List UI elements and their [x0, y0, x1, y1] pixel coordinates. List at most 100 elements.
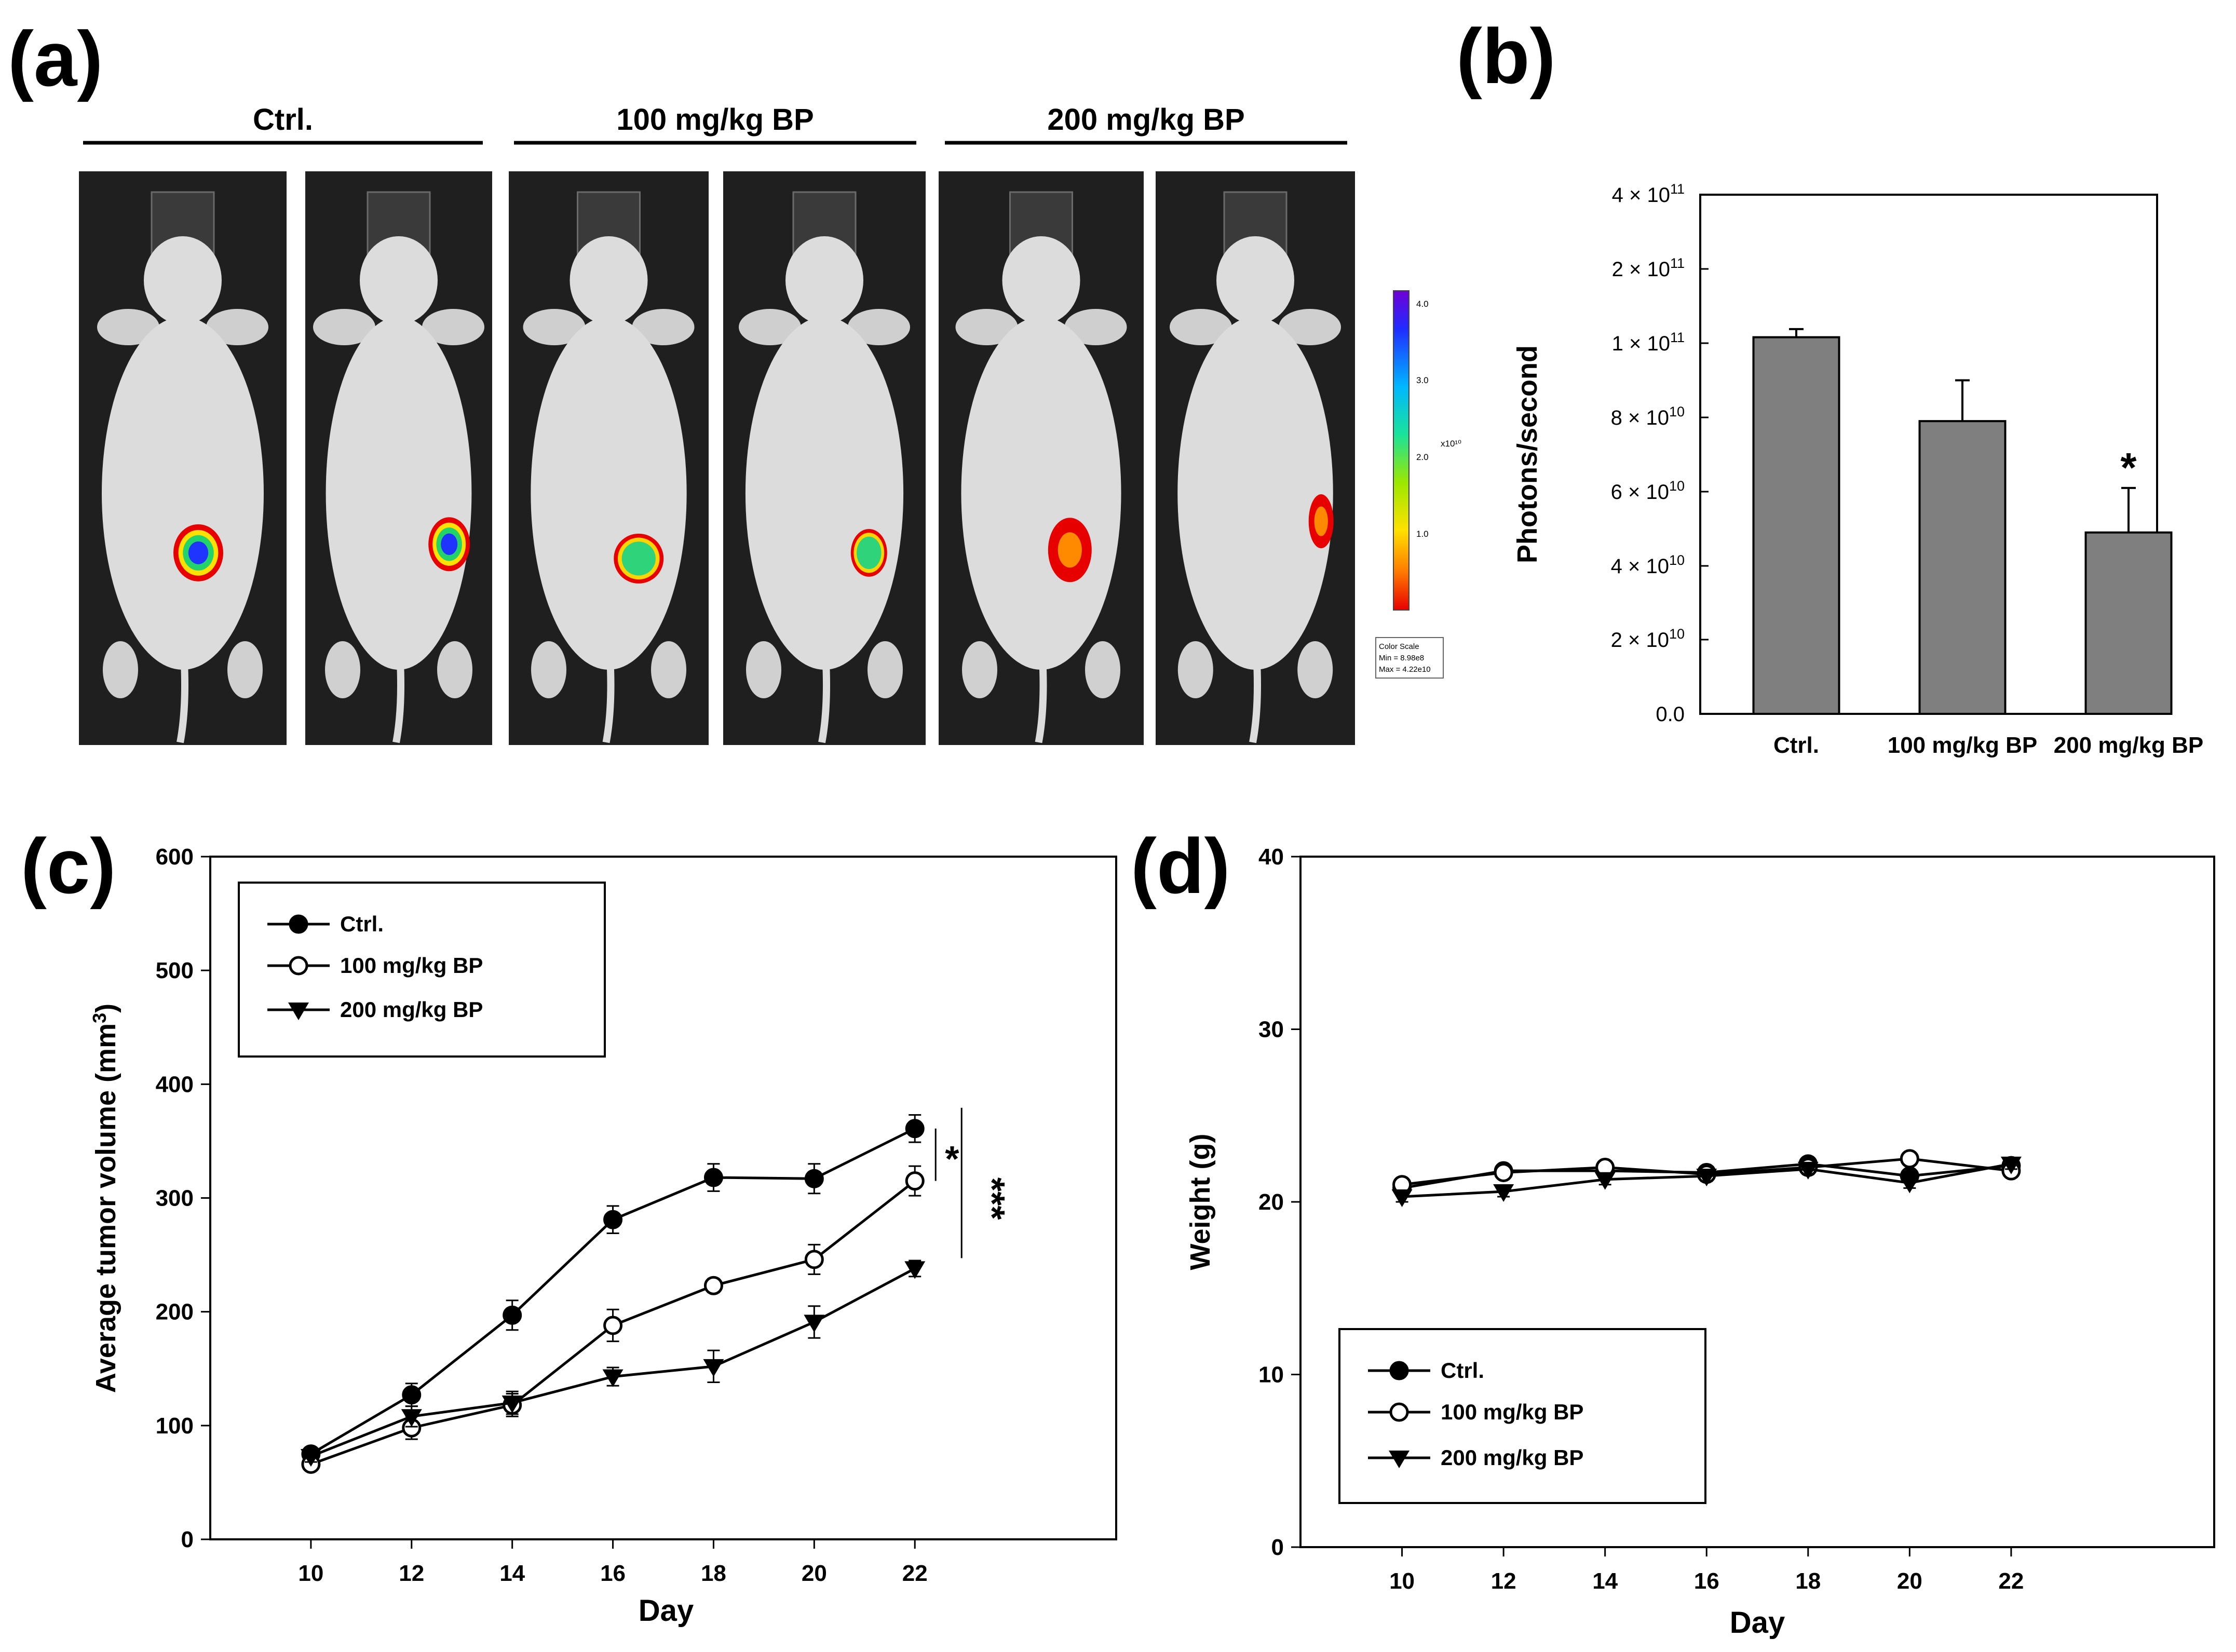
- data-point-marker: [703, 1359, 724, 1377]
- y-tick-label: 200: [156, 1299, 194, 1325]
- data-point-marker: [804, 1315, 825, 1333]
- panel-c-xlabel: Day: [639, 1594, 694, 1628]
- x-tick-label: 14: [499, 1561, 525, 1586]
- colorbar-tick-label: 2.0: [1416, 452, 1429, 462]
- y-tick-label: 4 × 1011: [1612, 181, 1685, 207]
- data-point-marker: [703, 1276, 723, 1295]
- mouse-body: [531, 317, 687, 670]
- x-category-label: Ctrl.: [1773, 733, 1819, 758]
- bar: [1918, 420, 2007, 715]
- mouse-hind-foot: [325, 641, 360, 698]
- mouse-ear: [97, 309, 159, 345]
- legend-label: 200 mg/kg BP: [340, 997, 483, 1022]
- y-tick-label: 1 × 1011: [1612, 330, 1685, 355]
- mouse-ear: [1170, 309, 1232, 345]
- y-tick-label: 40: [1258, 844, 1284, 870]
- mouse-hind-foot: [746, 641, 781, 698]
- x-tick-label: 20: [802, 1561, 827, 1586]
- mouse-hind-foot: [227, 641, 263, 698]
- data-point-marker: [804, 1169, 824, 1188]
- luminescence-signal: [441, 533, 458, 556]
- data-point-marker: [1899, 1175, 1920, 1194]
- legend-label: 100 mg/kg BP: [1441, 1400, 1583, 1424]
- legend-label: Ctrl.: [1441, 1358, 1484, 1383]
- mouse-ear: [206, 309, 268, 345]
- mouse-hind-foot: [103, 641, 138, 698]
- mouse-hind-foot: [1085, 641, 1120, 698]
- bar: [2084, 531, 2173, 715]
- data-point-marker: [1900, 1149, 1919, 1169]
- data-point-marker: [1389, 1402, 1409, 1422]
- colorbar-info-box: [1375, 637, 1444, 679]
- data-point-marker: [603, 1210, 623, 1229]
- x-tick-label: 12: [1491, 1568, 1516, 1594]
- y-tick-label: 20: [1258, 1189, 1284, 1215]
- mouse-ear: [739, 309, 801, 345]
- y-tick-label: 6 × 1010: [1611, 478, 1685, 504]
- mouse-image: [939, 171, 1144, 745]
- data-point-marker: [1391, 1189, 1413, 1208]
- mouse-image: [305, 171, 492, 745]
- colorbar-info-text: Max = 4.22e10: [1379, 665, 1431, 674]
- data-point-marker: [288, 1003, 309, 1020]
- data-point-marker: [503, 1305, 522, 1325]
- x-category-label: 200 mg/kg BP: [2054, 733, 2204, 758]
- panel-b-label: (b): [1456, 12, 1556, 100]
- data-point-marker: [1696, 1169, 1717, 1187]
- data-point-marker: [904, 1261, 926, 1279]
- data-point-marker: [502, 1396, 523, 1413]
- y-tick-label: 0: [181, 1527, 194, 1552]
- y-tick-label: 8 × 1010: [1611, 404, 1685, 429]
- y-tick-label: 400: [156, 1072, 194, 1097]
- y-tick-label: 2 × 1011: [1612, 255, 1685, 281]
- x-tick-label: 12: [399, 1561, 424, 1586]
- mouse-image: [509, 171, 709, 745]
- y-tick-label: 100: [156, 1413, 194, 1439]
- data-point-marker: [804, 1250, 824, 1269]
- data-point-marker: [289, 914, 308, 934]
- luminescence-signal: [857, 536, 882, 570]
- mouse-hind-foot: [531, 641, 566, 698]
- legend: Ctrl. 100 mg/kg BP 200 mg/kg BP: [238, 882, 606, 1058]
- data-point-marker: [603, 1316, 623, 1335]
- data-point-marker: [1389, 1451, 1410, 1468]
- panel-d-xlabel: Day: [1730, 1606, 1785, 1640]
- y-tick-label: 0.0: [1656, 703, 1685, 726]
- mouse-head: [1002, 236, 1080, 324]
- x-tick-label: 14: [1592, 1568, 1618, 1594]
- colorbar-unit: x10¹⁰: [1441, 439, 1461, 449]
- panel-b-bar-chart: (b) Photons/second 0.0 2 × 1010 4 × 1010 6 …: [1456, 12, 2203, 758]
- mouse-head: [144, 236, 222, 324]
- data-point-marker: [905, 1119, 925, 1139]
- mouse-ear: [422, 309, 484, 345]
- mouse-ear: [523, 309, 586, 345]
- colorbar-tick-label: 3.0: [1416, 375, 1429, 385]
- y-tick-label: 300: [156, 1186, 194, 1211]
- mouse-head: [570, 236, 648, 324]
- mouse-hind-foot: [1177, 641, 1213, 698]
- significance-mark: *: [945, 1139, 959, 1179]
- series-line: [310, 1127, 916, 1455]
- y-tick-label: 2 × 1010: [1611, 626, 1685, 652]
- data-point-marker: [1493, 1184, 1514, 1202]
- data-point-marker: [905, 1171, 925, 1191]
- mouse-body: [326, 317, 472, 670]
- mouse-hind-foot: [962, 641, 997, 698]
- mouse-head: [785, 236, 863, 324]
- colorbar-tick-label: 1.0: [1416, 529, 1429, 539]
- luminescence-signal: [621, 541, 656, 576]
- panel-c-ylabel: Average tumor volume (mm3): [89, 1004, 121, 1393]
- x-tick-label: 18: [701, 1561, 726, 1586]
- data-point-marker: [300, 1449, 321, 1467]
- mouse-ear: [1064, 309, 1127, 345]
- x-tick-label: 10: [298, 1561, 323, 1586]
- mouse-head: [1216, 236, 1294, 324]
- mouse-ear: [632, 309, 695, 345]
- group-header-label: Ctrl.: [253, 103, 313, 137]
- colorbar-info-text: Min = 8.98e8: [1379, 654, 1424, 662]
- x-tick-label: 22: [902, 1561, 928, 1586]
- colorbar: [1393, 290, 1410, 611]
- mouse-image: [723, 171, 926, 745]
- series-line: [310, 1267, 916, 1458]
